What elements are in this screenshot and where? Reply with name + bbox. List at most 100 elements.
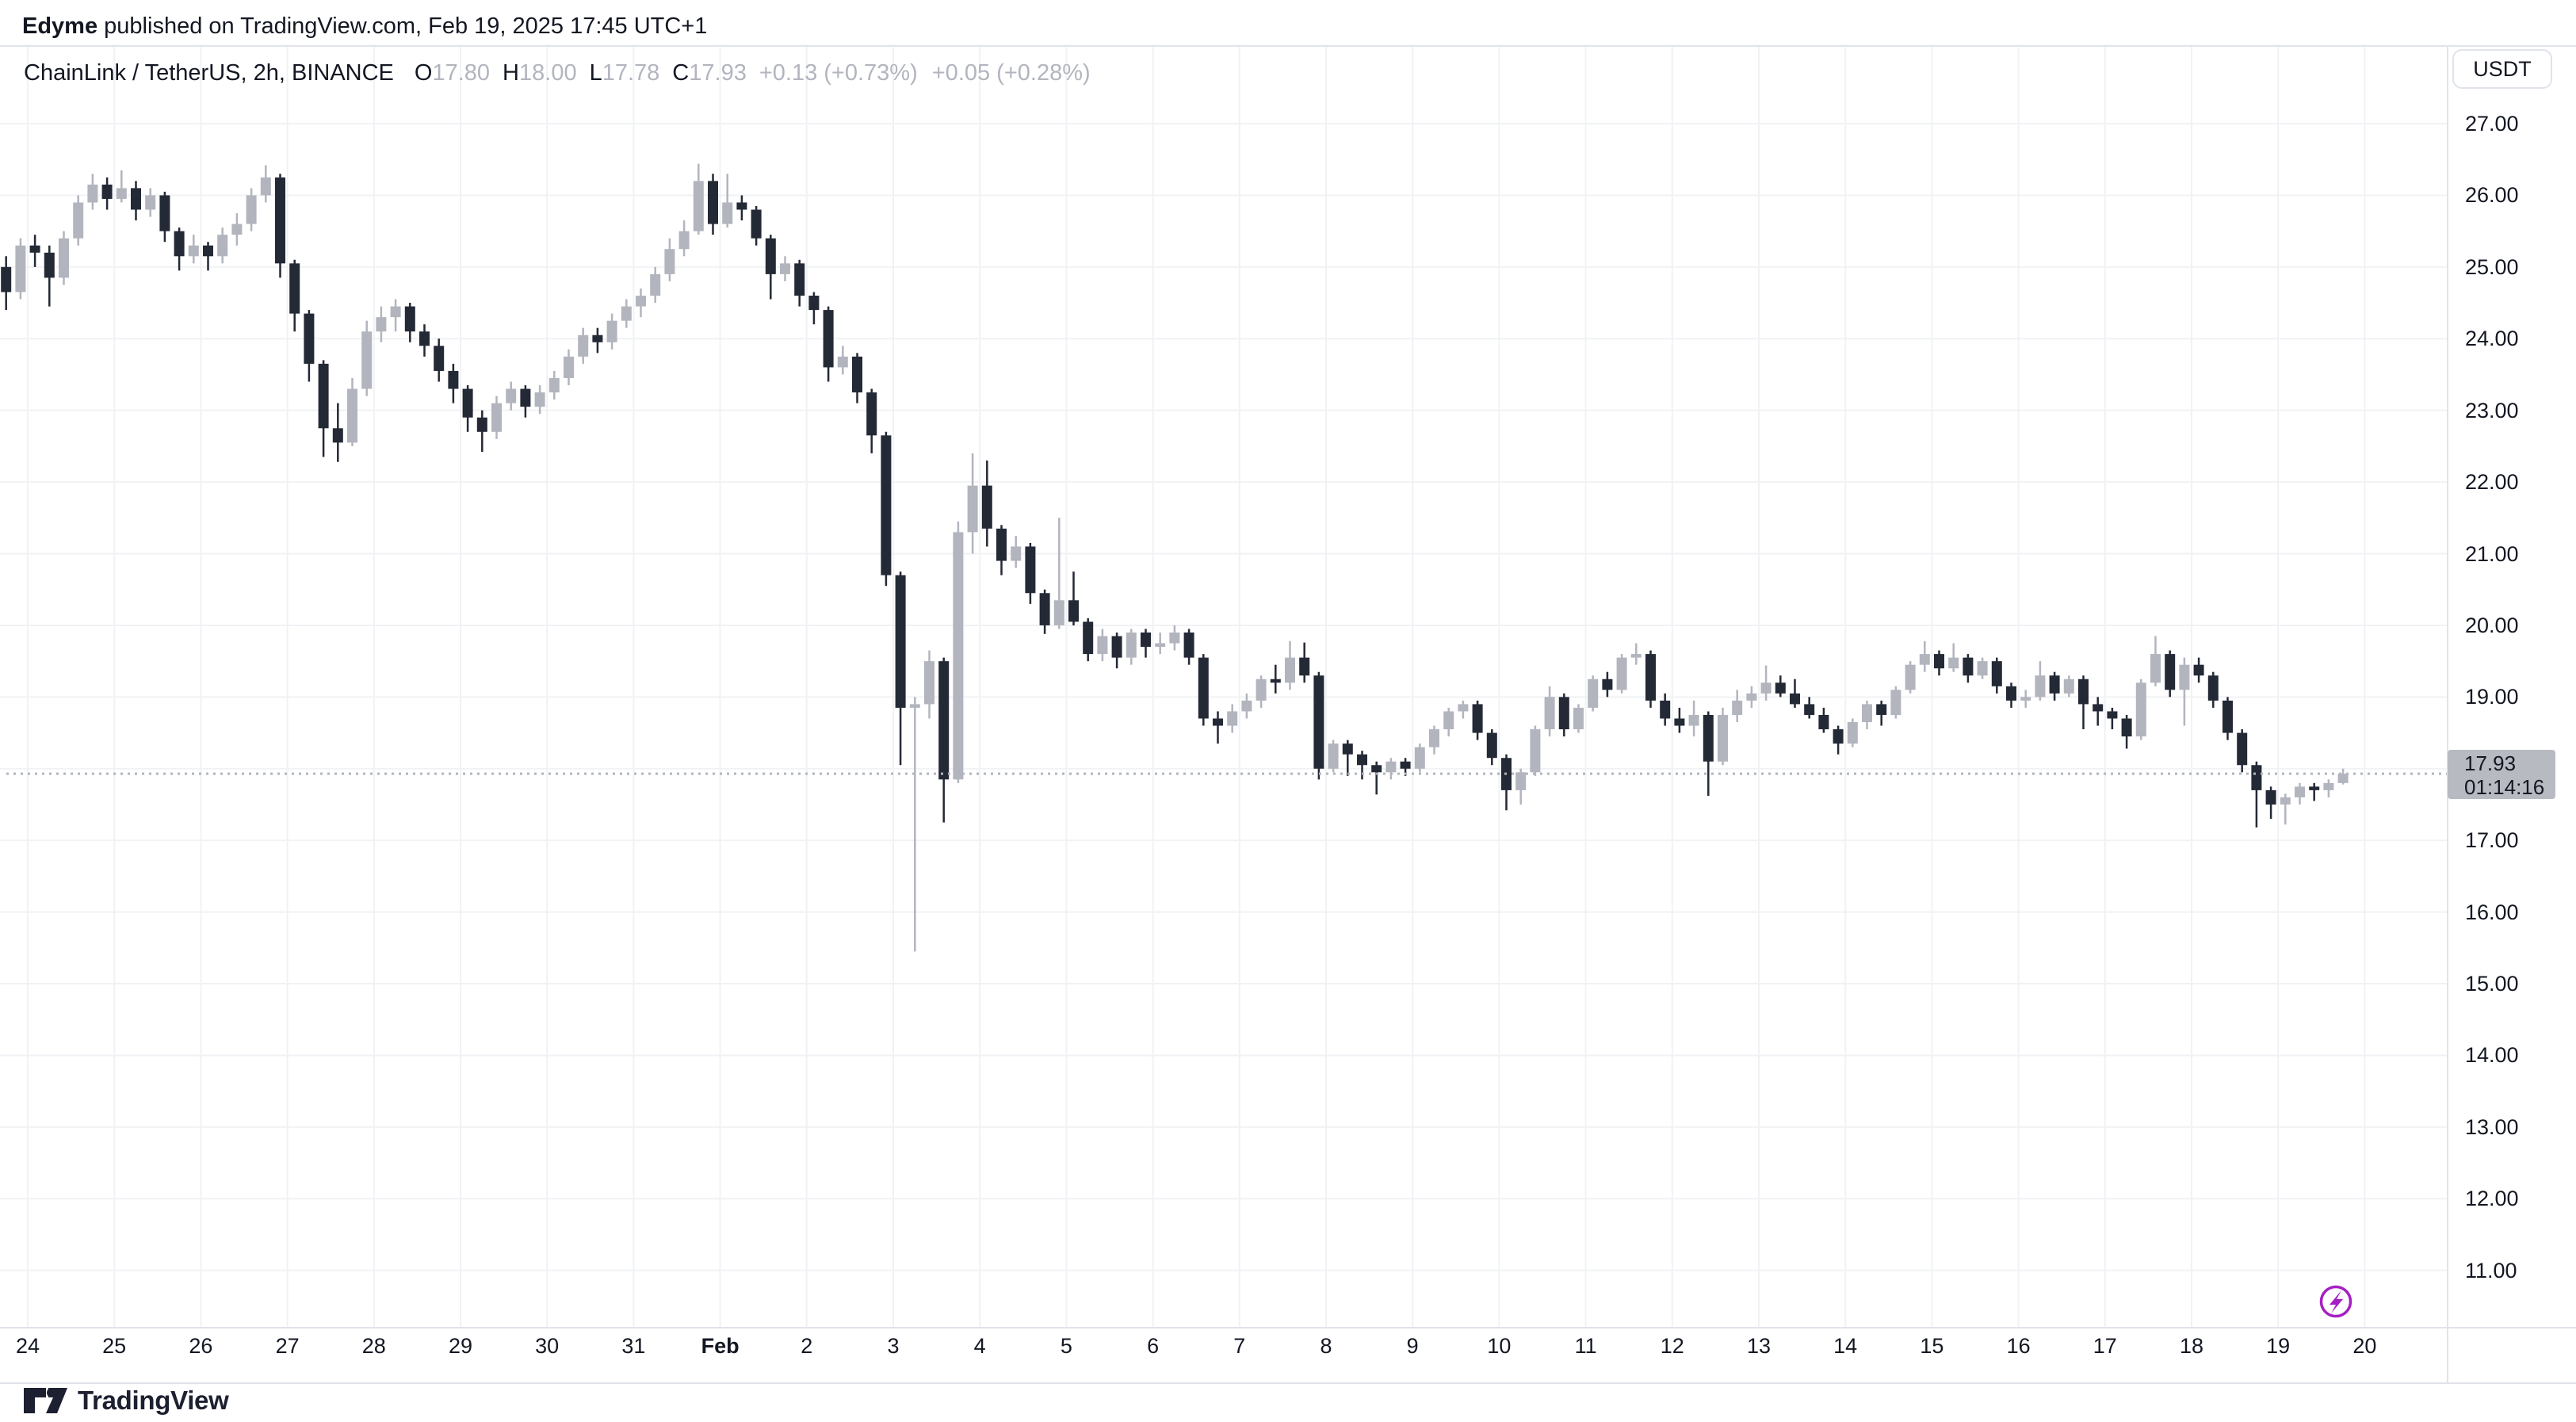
time-tick-label: 30 bbox=[535, 1334, 560, 1358]
candle bbox=[1890, 686, 1901, 719]
candle bbox=[2150, 636, 2161, 686]
time-tick-label: 20 bbox=[2352, 1334, 2377, 1358]
candle bbox=[1385, 758, 1397, 780]
candle bbox=[765, 235, 776, 300]
tradingview-logo-icon[interactable] bbox=[22, 1386, 68, 1415]
candle bbox=[188, 235, 199, 264]
time-tick-label: 4 bbox=[973, 1334, 986, 1358]
attribution-text: Edyme published on TradingView.com, Feb … bbox=[22, 13, 707, 40]
candle bbox=[1660, 693, 1671, 726]
tradingview-logo-text[interactable]: TradingView bbox=[78, 1386, 229, 1415]
candle bbox=[592, 327, 603, 354]
grid-lines bbox=[0, 46, 2448, 1328]
candle bbox=[2237, 729, 2248, 773]
candle bbox=[664, 238, 675, 281]
candle bbox=[1111, 632, 1122, 669]
time-tick-label: 27 bbox=[275, 1334, 300, 1358]
time-tick-label: 16 bbox=[2006, 1334, 2031, 1358]
time-tick-label: 7 bbox=[1233, 1334, 1246, 1358]
candle bbox=[347, 377, 357, 446]
price-tick-label: 27.00 bbox=[2465, 112, 2519, 136]
candle bbox=[1126, 629, 1137, 665]
candle bbox=[2035, 661, 2046, 701]
candle bbox=[2280, 793, 2291, 825]
candle bbox=[1053, 518, 1064, 629]
candle bbox=[1414, 743, 1425, 773]
candle bbox=[1025, 542, 1036, 604]
candle bbox=[1458, 700, 1469, 719]
candle bbox=[953, 521, 964, 783]
currency-button-label: USDT bbox=[2473, 56, 2532, 81]
candle bbox=[2323, 779, 2334, 797]
candle bbox=[1198, 654, 1209, 726]
candle bbox=[1270, 664, 1281, 694]
candle bbox=[636, 288, 646, 318]
candle bbox=[1472, 700, 1483, 740]
candle bbox=[1905, 661, 1916, 694]
candle bbox=[376, 306, 387, 342]
candle bbox=[1703, 711, 1714, 797]
candle bbox=[246, 188, 257, 231]
change-value-1: +0.13 (+0.73%) bbox=[759, 59, 918, 86]
candle bbox=[1948, 643, 1959, 672]
candle bbox=[1357, 751, 1367, 780]
realtime-lightning-icon[interactable] bbox=[2319, 1285, 2352, 1318]
candle bbox=[909, 697, 920, 952]
candle bbox=[1862, 700, 1872, 730]
candle bbox=[722, 174, 733, 228]
candle bbox=[1558, 693, 1569, 737]
candle bbox=[1443, 707, 1454, 737]
candle bbox=[1486, 729, 1497, 766]
candle bbox=[1, 256, 12, 311]
candle bbox=[895, 571, 906, 766]
candle bbox=[2165, 650, 2176, 698]
currency-button[interactable]: USDT bbox=[2452, 49, 2552, 89]
candle bbox=[1588, 675, 1599, 712]
candle bbox=[1155, 632, 1166, 655]
candle bbox=[434, 338, 445, 382]
time-axis[interactable]: 24 25 26 27 28 29 30 31 Feb 2 3 4 5 6 7 8 9 10 11 12 13 14 15 1… bbox=[0, 1328, 2576, 1383]
time-tick-label: 14 bbox=[1833, 1334, 1858, 1358]
candle bbox=[866, 388, 877, 453]
candle bbox=[275, 174, 285, 278]
candle bbox=[1573, 704, 1584, 733]
candles-series bbox=[1, 163, 2349, 952]
price-tick-label: 20.00 bbox=[2465, 613, 2519, 637]
current-price-badge: 17.93 01:14:16 bbox=[2448, 750, 2555, 799]
time-tick-label: 28 bbox=[361, 1334, 386, 1358]
change-values: +0.13 (+0.73%) +0.05 (+0.28%) bbox=[759, 60, 1105, 86]
candle bbox=[1963, 654, 1974, 683]
candle bbox=[506, 381, 517, 411]
time-tick-label: 15 bbox=[1920, 1334, 1944, 1358]
candle bbox=[2251, 761, 2262, 828]
change-value-2: +0.05 (+0.28%) bbox=[931, 59, 1091, 86]
candle bbox=[1688, 700, 1699, 737]
price-tick-label: 14.00 bbox=[2465, 1043, 2519, 1068]
time-tick-label: 3 bbox=[887, 1334, 900, 1358]
price-tick-label: 17.00 bbox=[2465, 828, 2519, 853]
candle bbox=[217, 227, 228, 264]
candle bbox=[2006, 682, 2016, 708]
price-tick-label: 22.00 bbox=[2465, 470, 2519, 495]
candle bbox=[2207, 671, 2219, 708]
candle bbox=[650, 266, 661, 304]
candle bbox=[101, 177, 113, 210]
candle bbox=[1934, 650, 1944, 676]
candle bbox=[131, 181, 141, 221]
candle bbox=[2193, 657, 2204, 683]
candle bbox=[1847, 718, 1858, 747]
candle bbox=[448, 363, 459, 403]
candle bbox=[1790, 679, 1800, 708]
candle bbox=[174, 227, 185, 271]
candle bbox=[1616, 654, 1627, 694]
price-tick-label: 24.00 bbox=[2465, 327, 2519, 351]
candle bbox=[1241, 693, 1252, 719]
price-axis[interactable]: 27.00 26.00 25.00 24.00 23.00 22.00 21.00 20.00… bbox=[2448, 46, 2576, 1328]
time-tick-label: 31 bbox=[621, 1334, 646, 1358]
candle bbox=[1183, 629, 1194, 665]
candle bbox=[2078, 675, 2089, 730]
candle bbox=[404, 303, 415, 342]
symbol-title[interactable]: ChainLink / TetherUS, 2h, BINANCE bbox=[24, 59, 394, 86]
candle bbox=[1169, 625, 1180, 651]
